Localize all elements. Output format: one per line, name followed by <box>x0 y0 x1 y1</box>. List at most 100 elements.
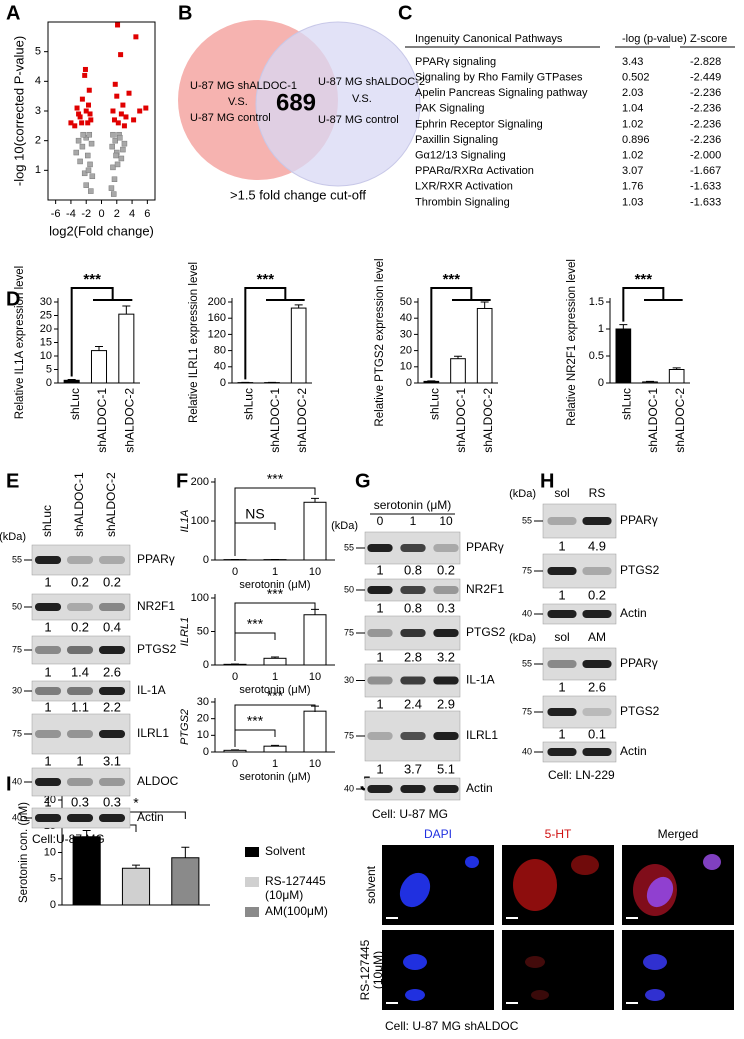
x-tick-label: shALDOC-2 <box>123 388 137 453</box>
band-quant: 5.1 <box>437 761 455 776</box>
band <box>98 556 126 564</box>
band <box>66 603 94 611</box>
lane-label: shLuc <box>40 505 54 537</box>
y-tick-label: 0.5 <box>589 350 604 362</box>
significance-bracket <box>70 287 133 377</box>
panel-label: D <box>6 288 20 310</box>
x-tick-label: 4 <box>129 208 135 220</box>
point <box>110 108 116 114</box>
error-bar <box>67 378 76 381</box>
venn-left-text: U-87 MG shALDOC-1 <box>190 80 297 92</box>
band <box>98 603 126 611</box>
table-cell: -2.236 <box>690 87 721 99</box>
image-column: Merged <box>658 827 699 841</box>
x-axis-label: log2(Fold change) <box>49 223 154 238</box>
y-tick-label: 160 <box>208 312 226 324</box>
point <box>118 155 125 162</box>
blot-row-label: ALDOC <box>137 774 179 788</box>
venn-left-text: U-87 MG control <box>190 112 271 124</box>
venn-right <box>255 21 421 187</box>
x-tick-label: 0 <box>98 208 104 220</box>
band <box>433 629 459 637</box>
band <box>433 732 459 740</box>
blot-row-label: PPARγ <box>620 513 658 527</box>
y-tick-label: 1 <box>35 164 41 176</box>
panel-label: H <box>540 470 554 492</box>
y-tick-label: 0 <box>203 659 209 671</box>
y-tick-label: 5 <box>35 46 41 58</box>
table-cell: -2.449 <box>690 72 721 84</box>
point <box>115 120 121 126</box>
blot-row-label: Actin <box>137 810 164 824</box>
table-cell: -1.633 <box>690 181 721 193</box>
legend-label: Solvent <box>265 844 306 858</box>
blot-row-label: Actin <box>466 781 493 795</box>
y-axis-label: ILRL1 <box>179 617 191 646</box>
error-bar <box>95 346 103 351</box>
point <box>115 22 121 28</box>
significance-bracket <box>234 704 316 747</box>
band-quant: 1 <box>44 794 51 809</box>
point <box>85 167 92 174</box>
y-tick-label: 0 <box>220 377 226 389</box>
kda-marker: 55 <box>522 658 532 668</box>
point <box>117 134 123 141</box>
y-tick-label: 15 <box>40 336 52 348</box>
table-cell: -2.236 <box>690 134 721 146</box>
y-tick-label: 0 <box>203 554 209 566</box>
table-cell: 1.02 <box>622 150 643 162</box>
band <box>400 676 426 685</box>
point <box>120 146 126 153</box>
y-axis-label: Serotonin con. (pM) <box>18 802 30 903</box>
blot-row-label: PTGS2 <box>620 704 660 718</box>
table-cell: -1.633 <box>690 196 721 208</box>
band-quant: 0.2 <box>71 619 89 634</box>
bar <box>118 313 135 384</box>
significance-label: *** <box>267 688 284 704</box>
band <box>400 785 426 793</box>
venn-caption: >1.5 fold change cut-off <box>230 187 366 202</box>
point <box>114 93 120 99</box>
table-cell: Thrombin Signaling <box>415 196 510 208</box>
point <box>109 143 115 150</box>
x-tick-label: 10 <box>309 758 321 770</box>
band-quant: 2.2 <box>103 699 121 714</box>
band <box>547 610 577 618</box>
table-cell: PPARα/RXRα Activation <box>415 165 534 177</box>
x-tick-label: shALDOC-1 <box>454 388 468 453</box>
significance-label: *** <box>443 271 461 288</box>
band-quant: 0.2 <box>588 587 606 602</box>
point <box>131 117 137 123</box>
band <box>433 676 459 685</box>
y-tick-label: 200 <box>208 296 226 308</box>
y-tick-label: 20 <box>400 345 412 357</box>
kda-label: (kDa) <box>509 632 536 644</box>
table-header: Z-score <box>690 33 727 45</box>
band <box>400 629 426 637</box>
y-tick-label: 0 <box>46 377 52 389</box>
point <box>88 140 95 147</box>
band-quant: 1 <box>558 726 565 741</box>
table-cell: Apelin Pancreas Signaling pathway <box>415 87 588 99</box>
band <box>547 567 577 575</box>
x-axis-label: serotonin (μM) <box>239 771 310 783</box>
significance-bracket <box>234 632 276 661</box>
bar <box>171 857 200 906</box>
band-quant: 2.8 <box>404 649 422 664</box>
significance-bracket <box>622 287 683 322</box>
significance-bracket <box>234 602 316 661</box>
y-tick-label: 40 <box>400 312 412 324</box>
point <box>86 87 92 93</box>
significance-label: * <box>133 795 139 811</box>
band <box>66 778 94 786</box>
band-quant: 1.1 <box>71 699 89 714</box>
significance-bracket <box>244 287 305 380</box>
y-tick-label: 100 <box>191 592 209 604</box>
point <box>123 114 129 120</box>
band <box>367 732 393 740</box>
table-cell: PAK Signaling <box>415 103 485 115</box>
y-axis-label: IL1A <box>179 510 191 533</box>
panel-label: E <box>6 470 19 492</box>
band-quant: 0.2 <box>437 562 455 577</box>
y-axis-label: Relative IL1A expression level <box>14 266 26 419</box>
